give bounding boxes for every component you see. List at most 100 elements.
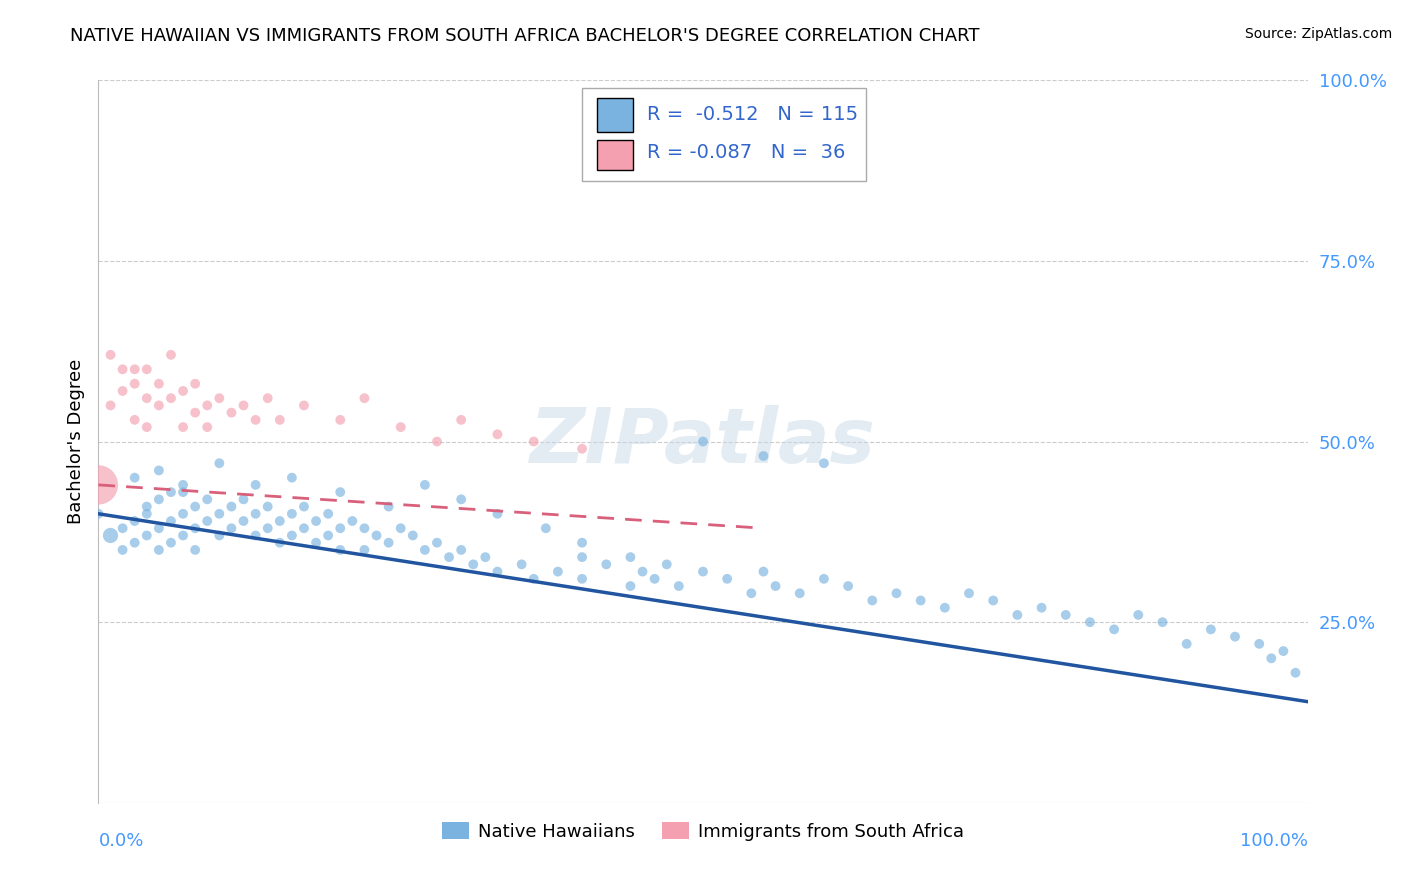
Point xyxy=(184,406,207,420)
Point xyxy=(292,521,315,535)
Point xyxy=(245,528,267,542)
Point xyxy=(292,500,315,514)
Point xyxy=(389,521,412,535)
Point xyxy=(668,579,690,593)
Point xyxy=(148,492,170,507)
Point xyxy=(148,542,170,557)
Point xyxy=(353,391,375,405)
Point xyxy=(860,593,883,607)
Point xyxy=(100,348,122,362)
Point xyxy=(547,565,569,579)
Point xyxy=(135,507,157,521)
Point xyxy=(184,542,207,557)
Point xyxy=(426,535,449,549)
Text: R =  -0.512   N = 115: R = -0.512 N = 115 xyxy=(647,105,859,125)
Point xyxy=(655,558,678,572)
Point xyxy=(195,514,218,528)
Point xyxy=(510,558,533,572)
Point xyxy=(1031,600,1053,615)
Point xyxy=(208,528,231,542)
Point xyxy=(692,565,714,579)
Point xyxy=(124,514,146,528)
Point xyxy=(269,514,291,528)
Point xyxy=(329,542,352,557)
Point xyxy=(450,413,472,427)
Point xyxy=(353,542,375,557)
Point xyxy=(426,434,449,449)
Point xyxy=(353,521,375,535)
Point xyxy=(195,398,218,412)
Point xyxy=(184,500,207,514)
Point xyxy=(195,492,218,507)
Text: Source: ZipAtlas.com: Source: ZipAtlas.com xyxy=(1244,27,1392,41)
Point xyxy=(644,572,666,586)
Point xyxy=(1054,607,1077,622)
Point xyxy=(172,485,194,500)
Point xyxy=(377,500,399,514)
Point xyxy=(837,579,859,593)
Point xyxy=(245,413,267,427)
Point xyxy=(148,521,170,535)
Point xyxy=(124,362,146,376)
Point xyxy=(232,514,254,528)
Point xyxy=(813,572,835,586)
Point xyxy=(981,593,1004,607)
Point xyxy=(402,528,425,542)
Point xyxy=(256,521,278,535)
Point xyxy=(1128,607,1150,622)
FancyBboxPatch shape xyxy=(596,140,633,169)
Point xyxy=(486,565,509,579)
Point xyxy=(1223,630,1246,644)
Point xyxy=(329,413,352,427)
Point xyxy=(111,362,134,376)
Point xyxy=(124,413,146,427)
Point xyxy=(910,593,932,607)
Point xyxy=(160,514,183,528)
Point xyxy=(1152,615,1174,630)
Point xyxy=(571,442,593,456)
Point xyxy=(450,542,472,557)
Text: 0.0%: 0.0% xyxy=(98,831,143,850)
Point xyxy=(571,550,593,565)
Point xyxy=(100,398,122,412)
Point xyxy=(595,558,617,572)
Point xyxy=(1102,623,1125,637)
Point xyxy=(571,572,593,586)
Point xyxy=(413,542,436,557)
Point xyxy=(160,535,183,549)
Point xyxy=(1199,623,1222,637)
Point xyxy=(172,384,194,398)
Point xyxy=(619,579,641,593)
Point xyxy=(740,586,762,600)
Point xyxy=(631,565,654,579)
Point xyxy=(1284,665,1306,680)
Text: R = -0.087   N =  36: R = -0.087 N = 36 xyxy=(647,143,846,162)
Point xyxy=(1175,637,1198,651)
Point xyxy=(437,550,460,565)
Point xyxy=(450,492,472,507)
Point xyxy=(1272,644,1295,658)
Point xyxy=(184,376,207,391)
Legend: Native Hawaiians, Immigrants from South Africa: Native Hawaiians, Immigrants from South … xyxy=(434,815,972,848)
Point xyxy=(245,507,267,521)
Point xyxy=(752,449,775,463)
Point xyxy=(124,376,146,391)
Point xyxy=(148,398,170,412)
Point xyxy=(232,398,254,412)
Point xyxy=(1249,637,1271,651)
Point xyxy=(789,586,811,600)
Point xyxy=(1260,651,1282,665)
Point xyxy=(87,507,110,521)
Point xyxy=(184,521,207,535)
Point xyxy=(87,478,110,492)
Point xyxy=(316,528,339,542)
Point xyxy=(1078,615,1101,630)
Point xyxy=(135,528,157,542)
Point xyxy=(135,500,157,514)
Point xyxy=(692,434,714,449)
Point xyxy=(523,434,546,449)
Point xyxy=(486,507,509,521)
Point xyxy=(463,558,485,572)
Point xyxy=(111,521,134,535)
Point xyxy=(172,528,194,542)
